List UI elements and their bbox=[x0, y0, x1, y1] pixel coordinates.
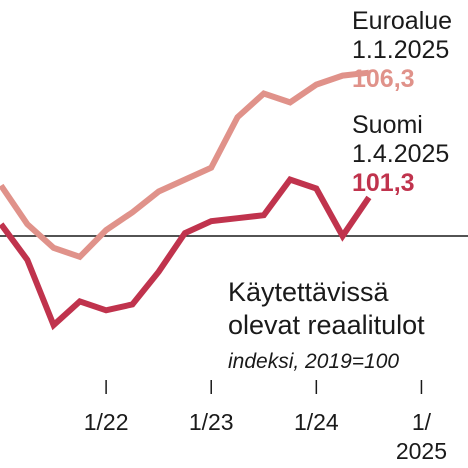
suomi-date-label: 1.4.2025 bbox=[352, 140, 449, 168]
x-tick-label: 1/22 bbox=[84, 409, 129, 435]
euroalue-series-name: Euroalue bbox=[352, 7, 452, 35]
chart-subtitle: indeksi, 2019=100 bbox=[228, 350, 399, 373]
chart-title-line2: olevat reaalitulot bbox=[228, 310, 425, 340]
series-line-euroalue bbox=[0, 69, 370, 261]
x-tick-label-year: 2025 bbox=[396, 438, 447, 464]
series-line-suomi bbox=[0, 176, 372, 331]
chart-title-line1: Käytettävissä bbox=[228, 277, 390, 307]
x-tick-label: 1/24 bbox=[294, 409, 339, 435]
x-tick-label: 1/ bbox=[412, 409, 432, 435]
euroalue-date-label: 1.1.2025 bbox=[352, 36, 449, 64]
suomi-series-name: Suomi bbox=[352, 111, 423, 139]
euroalue-value-label: 106,3 bbox=[352, 65, 415, 93]
x-tick-label: 1/23 bbox=[189, 409, 234, 435]
suomi-value-label: 101,3 bbox=[352, 169, 415, 197]
